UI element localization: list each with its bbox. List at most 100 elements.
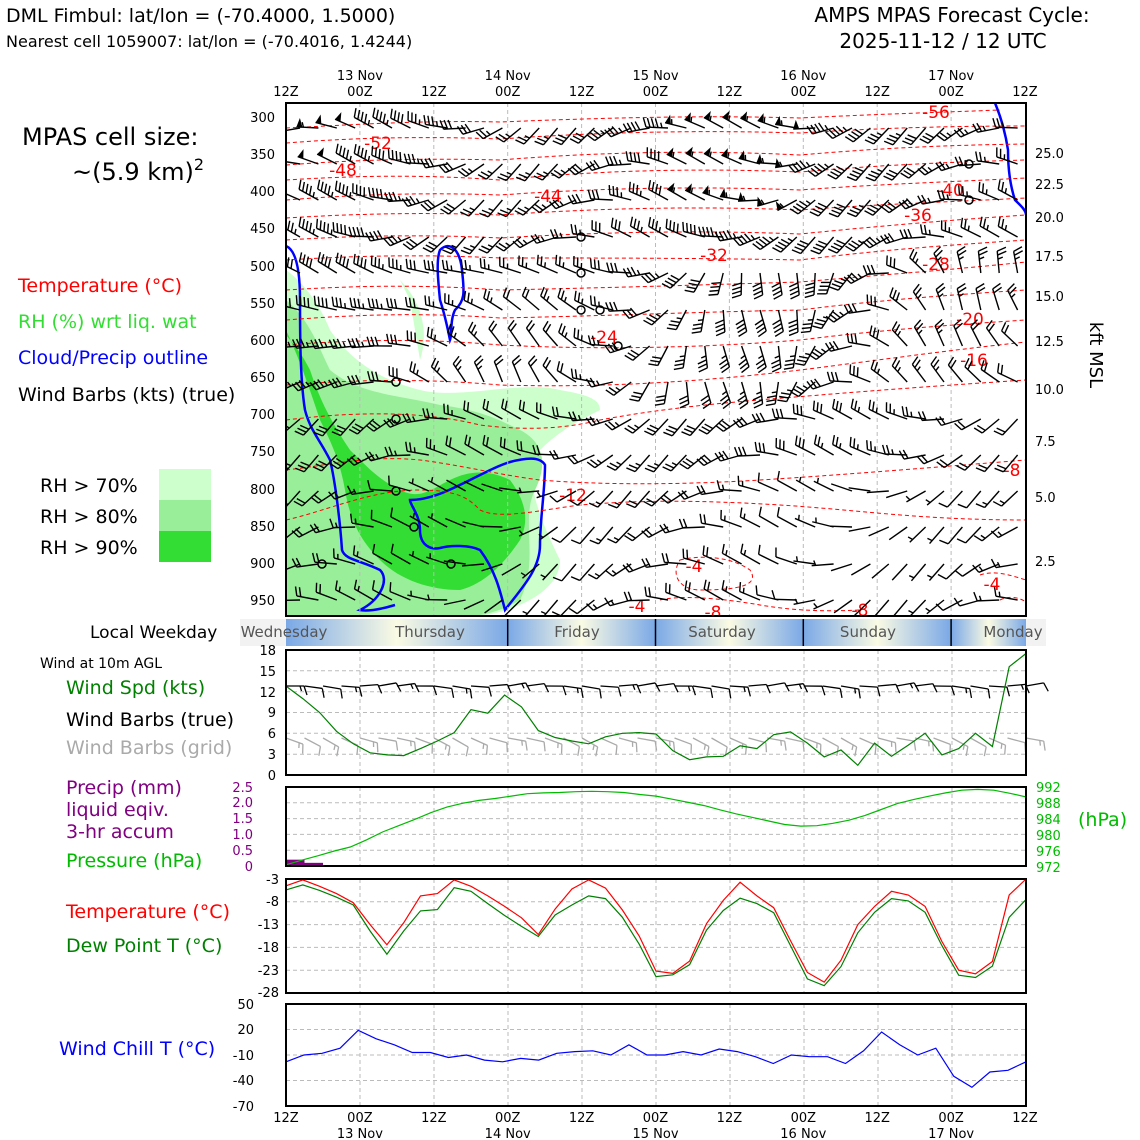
wind-barb [439, 119, 466, 130]
barb-feather [810, 167, 820, 175]
barb-feather [636, 269, 641, 276]
barb-feather [655, 313, 662, 318]
wind-barb [935, 599, 963, 611]
barb-feather [609, 156, 614, 166]
barb-feather [488, 320, 495, 330]
isotherm [286, 125, 1026, 144]
barb-shaft [581, 737, 598, 748]
wind-barb [992, 282, 1003, 311]
wind-barb [752, 272, 764, 300]
calm-marker [446, 559, 456, 569]
barb-feather [691, 151, 694, 157]
barb-feather [463, 400, 466, 411]
barb-feather [874, 296, 877, 307]
barb-feather [569, 138, 579, 144]
barb-feather [927, 197, 931, 203]
barb-feather [771, 359, 781, 365]
weekday-label: Saturday [688, 623, 756, 641]
barb-feather [958, 293, 964, 297]
rh90-swatch [159, 531, 211, 562]
barb-feather [973, 591, 978, 602]
barb-feather [962, 744, 965, 750]
barb-feather [815, 243, 825, 249]
wind-barb [788, 272, 800, 300]
barb-feather [345, 186, 349, 196]
rh-legend: RH (%) wrt liq. wat [18, 311, 197, 333]
wind-barb [960, 217, 982, 238]
barb-feather [355, 184, 358, 195]
barb-shaft [945, 563, 963, 580]
wind-barb [703, 110, 724, 129]
barb-feather [559, 232, 563, 239]
barb-feather [999, 148, 1002, 159]
wind-barb [881, 444, 908, 456]
wind-barb-true [896, 682, 920, 692]
barb-feather [390, 543, 394, 554]
barb-feather [776, 470, 780, 481]
wind-barb [315, 582, 338, 601]
temp-legend-2: Temperature (°C) [65, 901, 230, 923]
wind-barb [329, 454, 356, 470]
wind-barbs-true-legend: Wind Barbs (true) [66, 709, 234, 731]
barb-feather [661, 553, 666, 563]
barb-feather [522, 610, 528, 615]
wind-barb-grid [1025, 737, 1046, 751]
barb-shaft [777, 479, 798, 492]
wind-barb [573, 290, 595, 311]
barb-feather [790, 390, 799, 398]
barb-feather [355, 337, 361, 348]
barb-feather [538, 533, 544, 539]
temp-contour-label: -8 [852, 601, 869, 621]
wind-barb [642, 117, 669, 129]
barb-feather [334, 580, 338, 590]
barb-feather [349, 297, 353, 308]
calm-marker [964, 159, 974, 169]
barb-feather [852, 365, 855, 376]
barb-feather [503, 438, 506, 449]
barb-feather [939, 161, 946, 170]
barb-feather [467, 321, 474, 331]
barb-feather [1014, 256, 1021, 260]
barb-feather [898, 201, 906, 210]
wind-barb [331, 296, 356, 311]
wind-barb [731, 272, 743, 299]
barb-shaft [1025, 682, 1044, 687]
wind-barb [517, 255, 540, 274]
barb-flag [738, 192, 745, 202]
weekday-segment [803, 619, 952, 646]
weekday-segment [286, 619, 508, 646]
barb-feather [577, 414, 582, 421]
barb-shaft [296, 126, 319, 129]
barb-shaft [854, 599, 871, 616]
barb-feather [881, 206, 890, 214]
wind-barb [587, 189, 613, 201]
wind-barb [677, 490, 706, 500]
cross-section-frame [285, 102, 1027, 617]
barb-feather [278, 254, 285, 263]
wind-barb-true [970, 685, 991, 699]
barb-feather [773, 323, 782, 330]
wind-barb [335, 252, 356, 274]
barb-feather [796, 243, 807, 249]
barb-feather [967, 360, 973, 370]
barb-feather [607, 503, 618, 509]
wind-barb [334, 180, 356, 201]
wind-barb [643, 490, 669, 507]
barb-feather [804, 290, 815, 295]
barb-feather [332, 339, 338, 349]
barb-feather [299, 338, 306, 348]
barb-feather [765, 403, 776, 407]
wind-barb [714, 230, 742, 242]
title-right-2: 2025-11-12 / 12 UTC [839, 29, 1046, 53]
barb-feather [759, 412, 766, 422]
barb-feather [641, 530, 650, 538]
barb-feather [720, 509, 722, 520]
barb-feather [362, 303, 365, 309]
barb-shaft [830, 563, 853, 572]
barb-feather [732, 282, 742, 287]
wind-barb [691, 309, 706, 334]
dewpoint-line [285, 884, 1027, 987]
barb-shaft [526, 737, 545, 743]
barb-feather [338, 254, 343, 265]
barb-feather [752, 395, 762, 401]
